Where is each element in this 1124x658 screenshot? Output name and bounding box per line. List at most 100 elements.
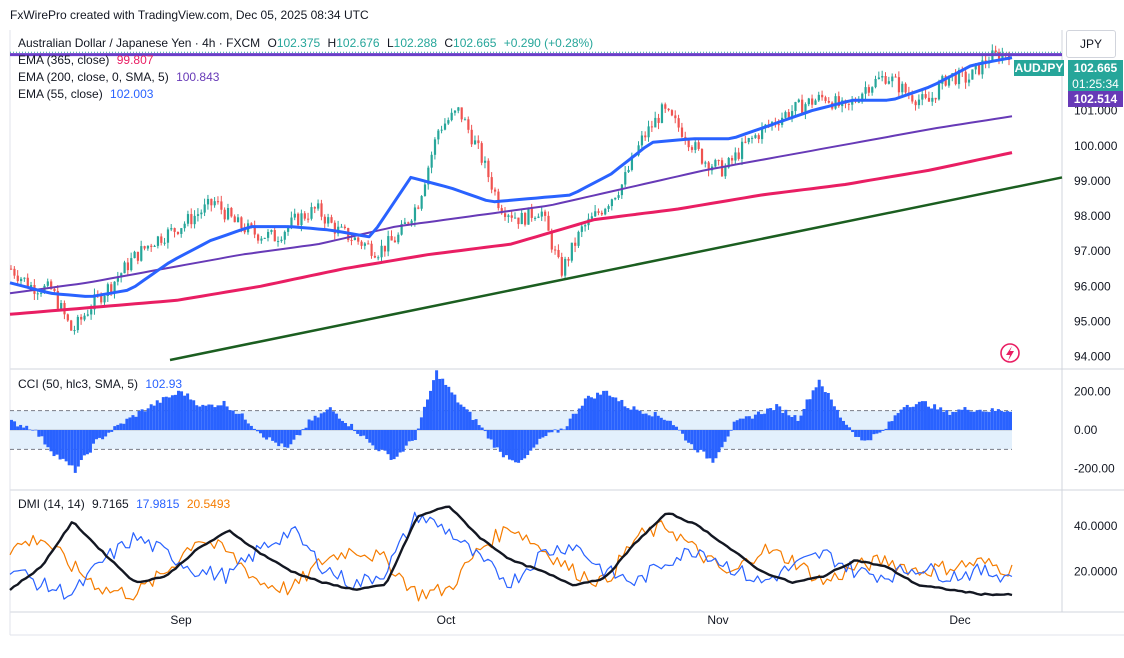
cci-bar <box>116 424 120 430</box>
ema365-line <box>9 151 1013 316</box>
cci-bar <box>668 420 672 430</box>
cci-bar <box>255 430 259 432</box>
candle-body <box>313 207 316 209</box>
cci-bar <box>960 409 964 430</box>
cci-bar <box>632 406 636 430</box>
cci-bar <box>88 430 92 453</box>
ema365-legend[interactable]: EMA (365, close) 99.807 <box>18 53 153 67</box>
cci-bar <box>747 416 751 430</box>
candle-body <box>937 83 941 100</box>
cci-bar <box>577 408 581 430</box>
cci-label: CCI (50, hlc3, SMA, 5) <box>18 377 139 391</box>
candle-body <box>467 119 470 130</box>
candle-body <box>26 277 29 288</box>
candle-body <box>931 97 934 102</box>
cci-bar <box>95 430 99 440</box>
dmi-label: DMI (14, 14) <box>18 497 85 511</box>
candle-body <box>827 100 830 103</box>
cci-bar <box>984 411 988 430</box>
cci-bar <box>541 430 545 438</box>
cci-bar <box>917 401 921 430</box>
candle-body <box>847 103 850 105</box>
cci-bar <box>1002 411 1006 430</box>
candle-body <box>196 214 200 216</box>
cci-legend[interactable]: CCI (50, hlc3, SMA, 5) 102.93 <box>18 377 182 391</box>
cci-bar <box>334 413 338 430</box>
candle-body <box>647 126 650 138</box>
cci-bar <box>289 430 293 445</box>
candle-body <box>690 147 694 150</box>
cci-bar <box>304 427 308 430</box>
candle-body <box>667 108 670 111</box>
symbol-legend[interactable]: Australian Dollar / Japanese Yen · 4h · … <box>18 36 594 50</box>
cci-bar <box>671 425 675 430</box>
candle-body <box>564 258 567 276</box>
cci-value: 102.93 <box>145 377 183 391</box>
cci-bar <box>413 430 417 441</box>
candle-body <box>483 160 487 163</box>
cci-bar <box>641 413 645 430</box>
cci-bar <box>835 409 839 430</box>
candle-body <box>624 172 627 185</box>
candle-body <box>403 222 407 224</box>
candle-body <box>83 315 86 320</box>
cci-bar <box>826 392 830 430</box>
candle-body <box>737 152 740 159</box>
cci-bar <box>356 430 360 434</box>
cci-bar <box>717 430 721 453</box>
cci-bar <box>841 420 845 430</box>
close-value: 102.665 <box>453 36 497 50</box>
candle-body <box>373 255 377 258</box>
cci-bar <box>52 430 56 457</box>
cci-bar <box>596 392 600 430</box>
ema55-label: EMA (55, close) <box>18 87 103 101</box>
candle-body <box>967 79 971 83</box>
cci-bar <box>22 427 26 430</box>
candle-body <box>527 207 530 225</box>
cci-bar <box>829 399 833 430</box>
dmi-legend[interactable]: DMI (14, 14) 9.7165 17.9815 20.5493 <box>18 497 230 511</box>
cci-bar <box>432 380 436 430</box>
candle-body <box>477 140 480 144</box>
cci-bar <box>529 430 533 451</box>
candle-body <box>190 214 193 225</box>
cci-bar <box>756 411 760 430</box>
candle-body <box>240 217 243 229</box>
cci-bar <box>149 404 153 430</box>
candle-body <box>1001 53 1004 61</box>
candle-body <box>470 129 473 145</box>
cci-bar <box>392 430 396 460</box>
cci-bar <box>708 430 712 459</box>
cci-bar <box>602 390 606 430</box>
cci-bar <box>295 430 299 436</box>
candle-body <box>330 217 333 223</box>
candle-body <box>550 230 553 250</box>
cci-bar <box>180 391 184 430</box>
candle-body <box>307 218 310 220</box>
countdown-tag: 01:25:34 <box>1068 76 1123 92</box>
candle-body <box>120 273 123 278</box>
cci-bar <box>629 409 633 430</box>
candle-body <box>487 160 490 178</box>
cci-bar <box>125 418 129 430</box>
candle-body <box>193 215 196 225</box>
candle-body <box>660 104 664 123</box>
cci-bar <box>480 427 484 430</box>
ema55-legend[interactable]: EMA (55, close) 102.003 <box>18 87 153 101</box>
cci-bar <box>495 430 499 448</box>
cci-bar <box>201 404 205 430</box>
cci-bar <box>468 411 472 430</box>
ema200-legend[interactable]: EMA (200, close, 0, SMA, 5) 100.843 <box>18 70 219 84</box>
cci-bar <box>228 410 232 430</box>
cci-bar <box>395 430 399 457</box>
currency-button[interactable]: JPY <box>1066 30 1116 58</box>
candle-body <box>954 73 957 85</box>
cci-bar <box>681 430 685 434</box>
candle-body <box>901 83 904 93</box>
candle-body <box>804 104 807 114</box>
cci-bar <box>280 430 284 444</box>
candle-body <box>797 99 800 103</box>
cci-bar <box>753 414 757 430</box>
